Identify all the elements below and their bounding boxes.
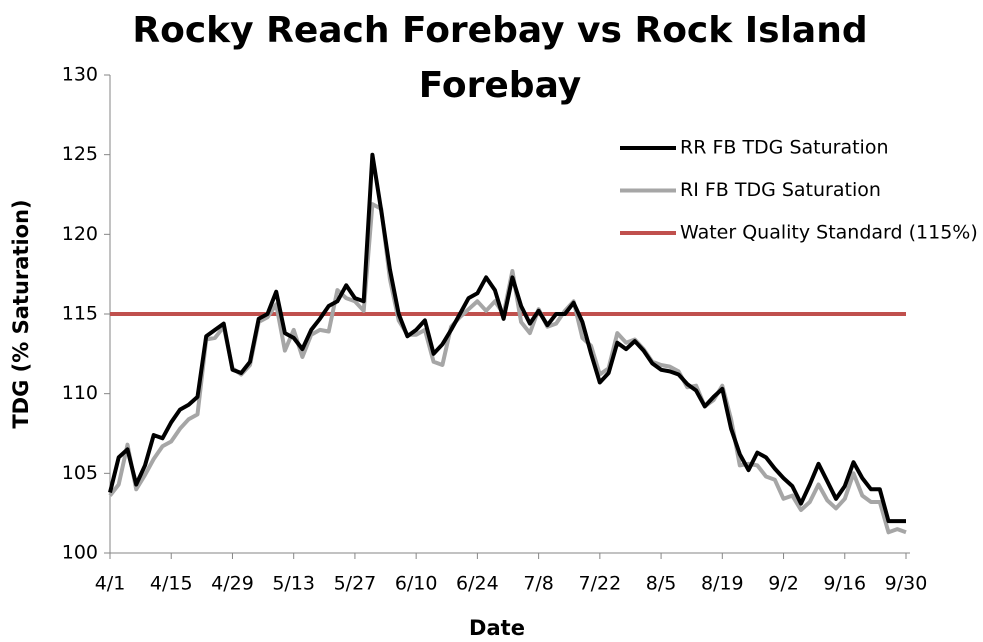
x-tick-label: 6/24: [456, 573, 499, 595]
x-tick-label: 4/1: [95, 573, 126, 595]
x-tick-label: 5/27: [334, 573, 377, 595]
x-tick-label: 8/19: [701, 573, 744, 595]
legend-label: Water Quality Standard (115%): [680, 222, 978, 244]
x-tick-label: 9/2: [768, 573, 799, 595]
y-tick-label: 105: [62, 462, 98, 484]
x-tick-label: 7/8: [523, 573, 554, 595]
y-tick-label: 130: [62, 64, 98, 86]
y-tick-label: 115: [62, 303, 98, 325]
x-tick-label: 9/30: [885, 573, 928, 595]
y-tick-label: 110: [62, 382, 98, 404]
y-tick-label: 120: [62, 223, 98, 245]
x-axis-label: Date: [469, 616, 525, 640]
chart-title-line: Forebay: [419, 65, 581, 106]
legend-label: RR FB TDG Saturation: [680, 137, 889, 159]
x-tick-label: 4/29: [211, 573, 254, 595]
x-tick-label: 6/10: [395, 573, 438, 595]
legend-label: RI FB TDG Saturation: [680, 179, 881, 201]
x-tick-label: 7/22: [579, 573, 622, 595]
chart-title-line: Rocky Reach Forebay vs Rock Island: [132, 10, 867, 51]
data-line: [108, 152, 906, 524]
y-tick-label: 125: [62, 143, 98, 165]
x-tick-label: 8/5: [646, 573, 677, 595]
x-tick-label: 5/13: [272, 573, 315, 595]
x-tick-label: 4/15: [150, 573, 193, 595]
x-tick-label: 9/16: [823, 573, 866, 595]
y-tick-label: 100: [62, 542, 98, 564]
y-axis-label: TDG (% Saturation): [9, 199, 33, 428]
